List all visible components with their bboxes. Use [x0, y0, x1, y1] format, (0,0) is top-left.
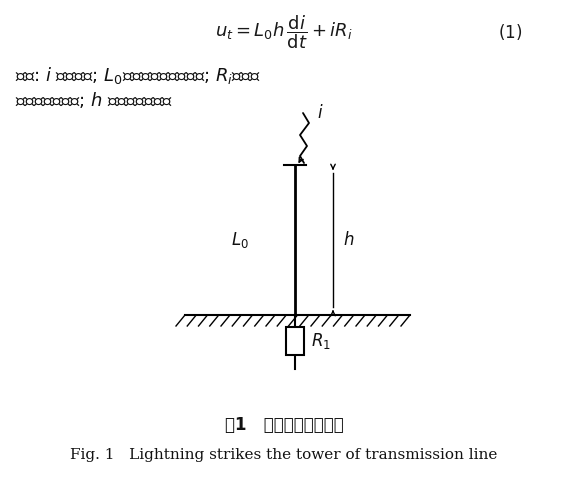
Text: Fig. 1   Lightning strikes the tower of transmission line: Fig. 1 Lightning strikes the tower of tr…	[70, 448, 498, 462]
Text: $h$: $h$	[343, 231, 354, 249]
Text: $R_1$: $R_1$	[311, 331, 331, 351]
Bar	[286, 327, 304, 355]
Text: $(1)$: $(1)$	[498, 22, 522, 42]
Text: $L_0$: $L_0$	[231, 230, 249, 250]
Text: $u_t = L_0 h\,\dfrac{\mathrm{d}i}{\mathrm{d}t} + iR_i$: $u_t = L_0 h\,\dfrac{\mathrm{d}i}{\mathr…	[215, 13, 353, 51]
Text: 图1   雷直击杆塔示意图: 图1 雷直击杆塔示意图	[224, 416, 344, 434]
Text: $i$: $i$	[317, 104, 324, 122]
Text: 的冲击接地阻抗; $h$ 为杆塔的高度。: 的冲击接地阻抗; $h$ 为杆塔的高度。	[15, 90, 173, 110]
Text: 式中: $i$ 为雷电流; $L_0$为杆塔单位长度电感; $R_i$为杆塔: 式中: $i$ 为雷电流; $L_0$为杆塔单位长度电感; $R_i$为杆塔	[15, 65, 261, 85]
